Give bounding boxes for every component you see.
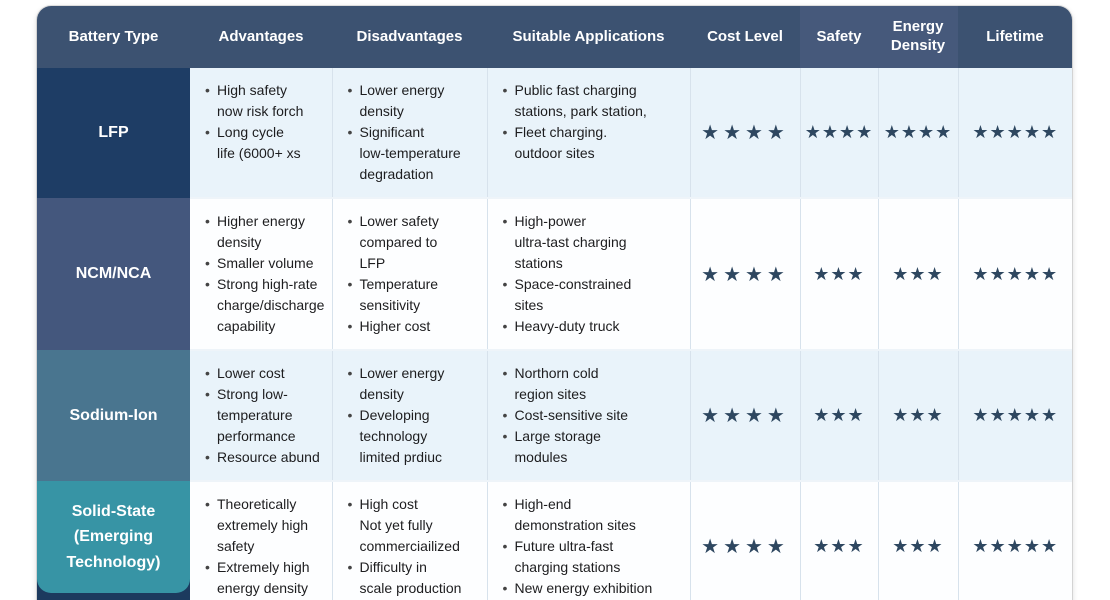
energy-density-star-rating: ★★★★	[877, 68, 958, 198]
list-item: Large storage modules	[502, 426, 680, 468]
cost-level-star-rating: ★★★★	[689, 480, 800, 600]
list-item: Lower energy density	[347, 363, 477, 405]
list-item: Strong high-rate charge/discharge capabi…	[204, 274, 324, 337]
safety-star-rating: ★★★	[799, 480, 878, 600]
column-header-disadvantages: Disadvantages	[332, 6, 487, 68]
advantages-list: Theoretically extremely high safetyExtre…	[204, 494, 322, 599]
battery-type-cell: Solid-State (Emerging Technology)	[37, 481, 190, 600]
list-item: Future ultra-fast charging stations	[502, 536, 680, 578]
list-item: High-power ultra-tast charging stations	[502, 211, 680, 274]
applications-cell: Northorn cold region sitesCost-sensitive…	[486, 349, 690, 481]
battery-comparison-table-wrap: Battery Type Advantages Disadvantages Su…	[37, 6, 1072, 600]
disadvantages-cell: Lower safety compared to LFPTemperature …	[331, 197, 487, 350]
battery-type-label: LFP	[98, 124, 129, 142]
advantages-cell: Lower costStrong low- temperature perfor…	[190, 349, 332, 481]
list-item: Higher cost	[347, 316, 477, 337]
list-item: Space-constrained sites	[502, 274, 680, 316]
list-item: Developing technology limited prdiuc	[347, 405, 477, 468]
cost-level-star-rating: ★★★★	[689, 68, 800, 198]
applications-list: Public fast charging stations, park stat…	[502, 80, 680, 164]
column-header-battery-type: Battery Type	[37, 6, 190, 68]
list-item: Lower energy density	[347, 80, 477, 122]
table-row: LFP High safety now risk forchLong cycle…	[37, 68, 1072, 198]
list-item: Northorn cold region sites	[502, 363, 680, 405]
disadvantages-list: Lower energy densityDeveloping technolog…	[347, 363, 477, 468]
advantages-cell: Higher energy densitySmaller volumeStron…	[190, 197, 332, 350]
list-item: Temperature sensitivity	[347, 274, 477, 316]
energy-density-star-rating: ★★★	[877, 349, 958, 481]
list-item: Extremely high energy density	[204, 557, 322, 599]
battery-comparison-table: Battery Type Advantages Disadvantages Su…	[37, 6, 1072, 600]
battery-type-label: NCM/NCA	[75, 265, 152, 283]
list-item: Higher energy density	[204, 211, 322, 253]
disadvantages-cell: Lower energy densitySignificant low-temp…	[331, 68, 487, 198]
list-item: Heavy-duty truck	[502, 316, 680, 337]
list-item: Resource abund	[204, 447, 322, 468]
advantages-list: Higher energy densitySmaller volumeStron…	[204, 211, 324, 337]
column-header-lifetime: Lifetime	[958, 6, 1072, 68]
table-row: NCM/NCA Higher energy densitySmaller vol…	[37, 197, 1072, 350]
list-item: High cost Not yet fully commerciailized	[347, 494, 477, 557]
disadvantages-list: Lower safety compared to LFPTemperature …	[347, 211, 477, 337]
table-body: LFP High safety now risk forchLong cycle…	[37, 68, 1072, 600]
disadvantages-cell: High cost Not yet fully commerciailizedD…	[331, 480, 487, 600]
list-item: Strong low- temperature performance	[204, 384, 322, 447]
list-item: Significant low-temperature degradation	[347, 122, 477, 185]
advantages-list: Lower costStrong low- temperature perfor…	[204, 363, 322, 468]
list-item: Lower safety compared to LFP	[347, 211, 477, 274]
advantages-cell: High safety now risk forchLong cycle lif…	[190, 68, 332, 198]
applications-cell: High-end demonstration sitesFuture ultra…	[486, 480, 690, 600]
applications-cell: Public fast charging stations, park stat…	[486, 68, 690, 198]
safety-star-rating: ★★★★	[799, 68, 878, 198]
list-item: Difficulty in scale production	[347, 557, 477, 599]
column-header-suitable-applications: Suitable Applications	[487, 6, 690, 68]
safety-star-rating: ★★★	[799, 197, 878, 350]
list-item: Lower cost	[204, 363, 322, 384]
cost-level-star-rating: ★★★★	[689, 349, 800, 481]
advantages-cell: Theoretically extremely high safetyExtre…	[190, 480, 332, 600]
applications-cell: High-power ultra-tast charging stationsS…	[486, 197, 690, 350]
cost-level-star-rating: ★★★★	[689, 197, 800, 350]
column-header-cost-level: Cost Level	[690, 6, 800, 68]
battery-type-cell: NCM/NCA	[37, 198, 190, 350]
lifetime-star-rating: ★★★★★	[957, 349, 1072, 481]
battery-type-cell: Sodium-Ion	[37, 350, 190, 481]
safety-star-rating: ★★★	[799, 349, 878, 481]
list-item: High safety now risk forch	[204, 80, 322, 122]
table-row: Sodium-Ion Lower costStrong low- tempera…	[37, 349, 1072, 481]
advantages-list: High safety now risk forchLong cycle lif…	[204, 80, 322, 164]
lifetime-star-rating: ★★★★★	[957, 197, 1072, 350]
column-header-safety: Safety	[800, 6, 878, 68]
disadvantages-list: Lower energy densitySignificant low-temp…	[347, 80, 477, 185]
applications-list: High-end demonstration sitesFuture ultra…	[502, 494, 680, 599]
disadvantages-list: High cost Not yet fully commerciailizedD…	[347, 494, 477, 599]
battery-type-label: Solid-State (Emerging Technology)	[37, 481, 190, 593]
list-item: Public fast charging stations, park stat…	[502, 80, 680, 122]
energy-density-star-rating: ★★★	[877, 480, 958, 600]
list-item: Fleet charging. outdoor sites	[502, 122, 680, 164]
table-row: Solid-State (Emerging Technology) Theore…	[37, 480, 1072, 600]
applications-list: Northorn cold region sitesCost-sensitive…	[502, 363, 680, 468]
list-item: New energy exhibition	[502, 578, 680, 599]
energy-density-star-rating: ★★★	[877, 197, 958, 350]
column-header-advantages: Advantages	[190, 6, 332, 68]
list-item: Smaller volume	[204, 253, 322, 274]
lifetime-star-rating: ★★★★★	[957, 68, 1072, 198]
column-header-energy-density: Energy Density	[878, 6, 958, 68]
list-item: Long cycle life (6000+ xs	[204, 122, 322, 164]
table-header-row: Battery Type Advantages Disadvantages Su…	[37, 6, 1072, 68]
list-item: Theoretically extremely high safety	[204, 494, 322, 557]
battery-type-cell: LFP	[37, 68, 190, 198]
list-item: Cost-sensitive site	[502, 405, 680, 426]
battery-type-label: Sodium-Ion	[69, 406, 158, 424]
list-item: High-end demonstration sites	[502, 494, 680, 536]
disadvantages-cell: Lower energy densityDeveloping technolog…	[331, 349, 487, 481]
lifetime-star-rating: ★★★★★	[957, 480, 1072, 600]
applications-list: High-power ultra-tast charging stationsS…	[502, 211, 680, 337]
